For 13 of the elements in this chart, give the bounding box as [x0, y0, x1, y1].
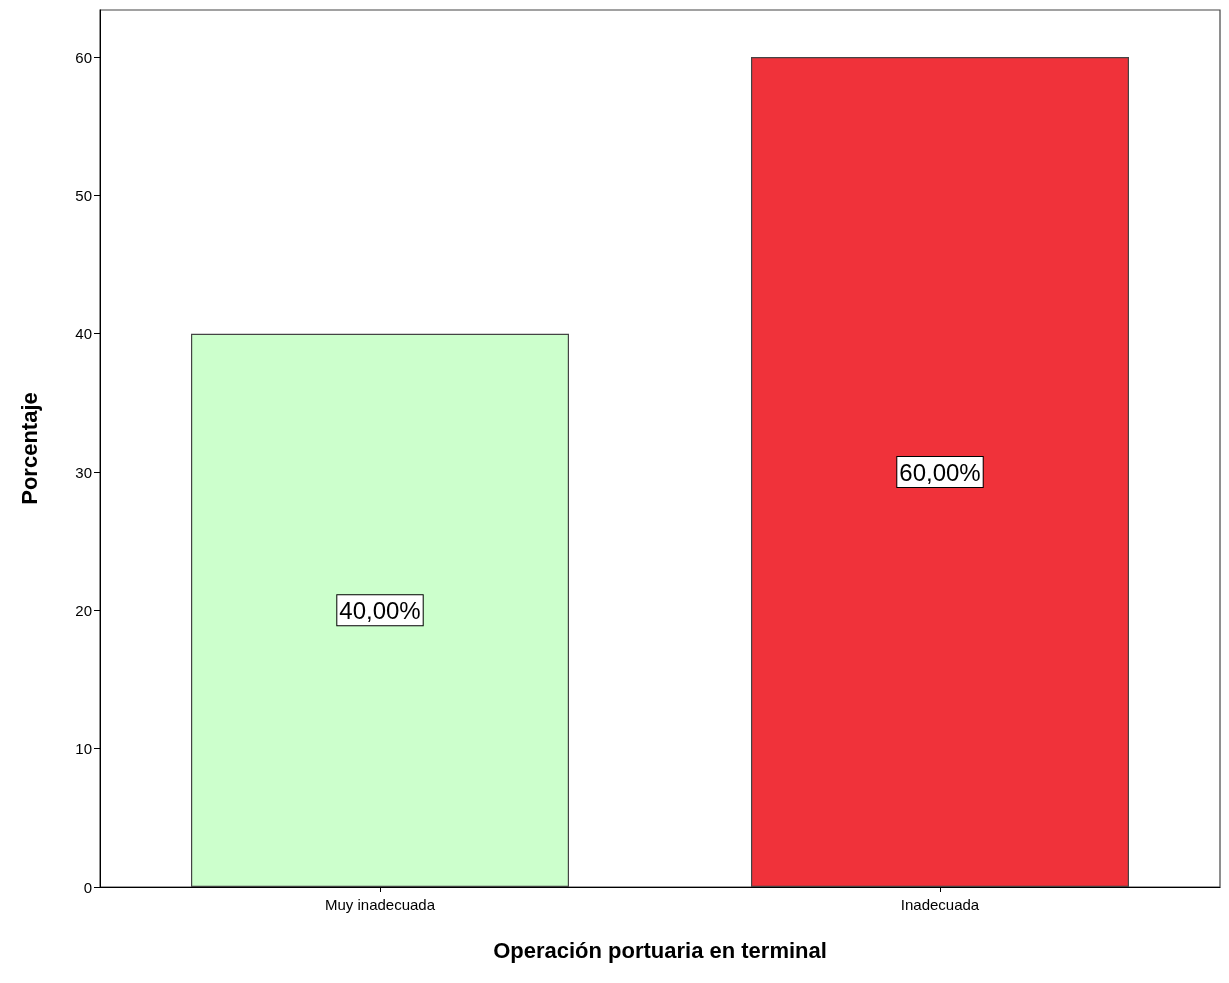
y-tick-label: 60 [75, 48, 92, 66]
x-tick-label: Muy inadecuada [324, 896, 436, 913]
y-axis-title: Porcentaje [16, 392, 42, 505]
data-label: 40,00% [339, 596, 421, 624]
y-tick-label: 40 [75, 325, 92, 343]
x-tick-label: Inadecuada [900, 896, 980, 913]
y-tick-label: 0 [83, 878, 92, 896]
y-tick-label: 20 [75, 601, 92, 619]
y-tick-label: 50 [75, 186, 92, 204]
y-tick-label: 10 [75, 740, 92, 758]
x-axis-title: Operación portuaria en terminal [493, 937, 827, 963]
y-tick-label: 30 [75, 463, 92, 481]
data-label: 60,00% [899, 458, 981, 486]
